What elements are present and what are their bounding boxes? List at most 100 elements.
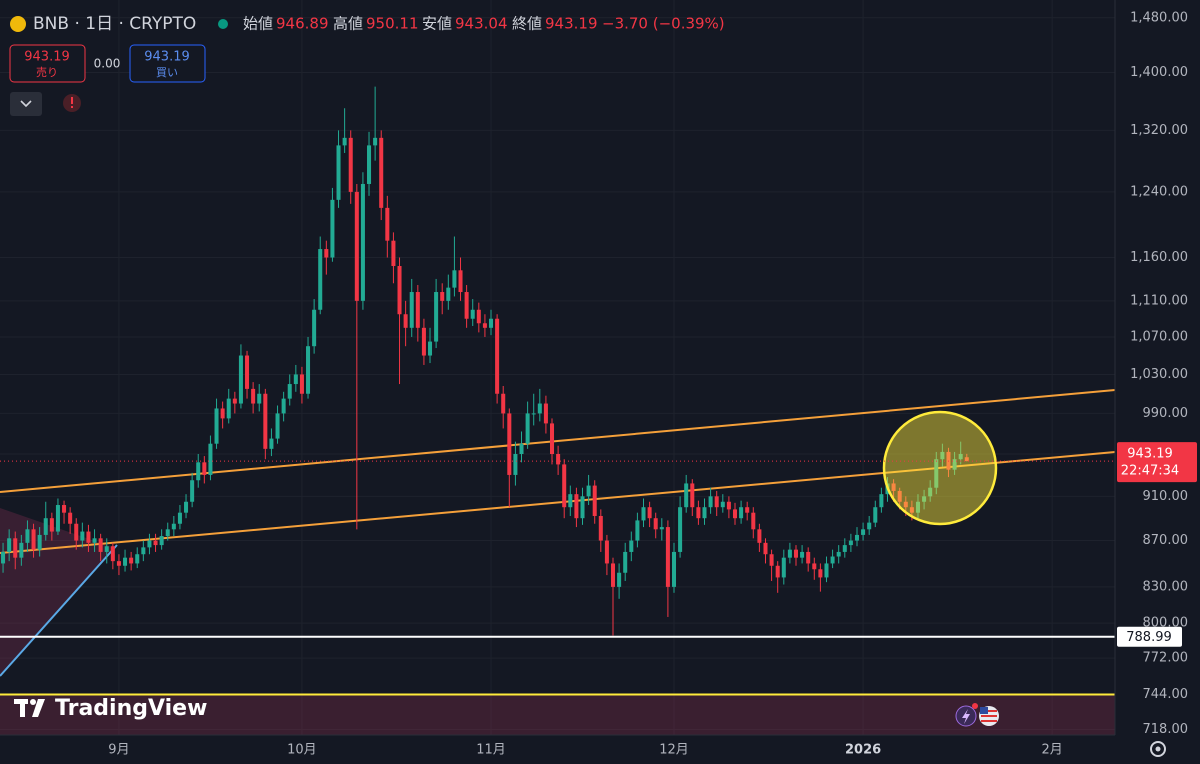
y-tick-label: 1,320.00 xyxy=(1130,123,1188,138)
legend-value: 950.11 xyxy=(366,15,419,33)
alert-icon[interactable] xyxy=(63,94,81,112)
candle-body xyxy=(848,540,853,546)
event-icons[interactable] xyxy=(955,703,999,727)
candle-body xyxy=(196,462,201,481)
sell-label[interactable]: 売り xyxy=(36,66,58,79)
candle-body xyxy=(141,547,146,555)
candle-body xyxy=(641,507,646,521)
candle-body xyxy=(775,565,780,578)
candle-body xyxy=(610,563,616,587)
x-tick-label: 2月 xyxy=(1042,743,1063,758)
buy-price[interactable]: 943.19 xyxy=(144,50,190,65)
candle-body xyxy=(385,207,390,241)
y-tick-label: 744.00 xyxy=(1143,687,1189,702)
candle-body xyxy=(482,323,487,328)
shaded-band xyxy=(0,694,1115,735)
candle-body xyxy=(592,485,597,516)
candle-body xyxy=(421,327,426,356)
flag-canton[interactable] xyxy=(980,707,988,714)
lightning-shape[interactable] xyxy=(962,709,970,724)
candle-body xyxy=(635,520,640,541)
alert-mark[interactable] xyxy=(71,97,73,104)
candle-body xyxy=(68,512,73,524)
candle-body xyxy=(934,459,939,488)
watermark: TradingView xyxy=(14,696,207,721)
candle-body xyxy=(769,554,774,566)
candle-body xyxy=(324,249,329,258)
candle-body xyxy=(129,557,134,564)
candle-body xyxy=(98,538,103,552)
logo-part xyxy=(30,699,36,705)
candles xyxy=(1,86,969,636)
candle-body xyxy=(671,551,677,587)
candle-body xyxy=(836,551,841,557)
candle-body xyxy=(495,318,500,394)
candle-body xyxy=(940,451,945,460)
chevron-icon[interactable] xyxy=(20,100,32,108)
buy-label[interactable]: 買い xyxy=(156,66,178,79)
collapse-button[interactable] xyxy=(10,92,42,116)
axes: 1,480.00 1,400.00 1,320.00 1,240.00 1,160.00… xyxy=(108,10,1197,758)
candle-body xyxy=(818,569,823,578)
candle-body xyxy=(574,494,579,519)
candle-body xyxy=(287,384,292,399)
candle-body xyxy=(275,413,280,439)
legend-label: 終値 xyxy=(512,15,542,33)
candle-body xyxy=(684,483,689,508)
flag-stripe[interactable] xyxy=(981,715,997,717)
candle-body xyxy=(647,507,652,519)
countdown: 22:47:34 xyxy=(1121,464,1179,479)
price-axis xyxy=(1115,0,1200,764)
candle-body xyxy=(184,501,189,513)
sell-button[interactable]: 943.19 売り xyxy=(9,44,86,83)
y-tick-label: 1,160.00 xyxy=(1130,250,1188,265)
y-tick-label: 870.00 xyxy=(1143,533,1189,548)
candle-body xyxy=(952,459,957,470)
candle-body xyxy=(964,457,969,462)
flag-stripe[interactable] xyxy=(981,710,997,712)
gear-icon[interactable] xyxy=(1150,741,1166,757)
gear-hub[interactable] xyxy=(1155,746,1161,752)
candle-body xyxy=(543,403,548,424)
candle-body xyxy=(367,145,372,184)
legend-value: 943.04 xyxy=(455,15,508,33)
price-label-box xyxy=(1117,442,1197,483)
candle-body xyxy=(879,494,884,508)
candle-body xyxy=(861,529,866,535)
flag-stripe[interactable] xyxy=(981,720,997,722)
candle-body xyxy=(476,309,481,324)
candle-body xyxy=(214,408,219,444)
candle-body xyxy=(110,546,115,562)
candle-body xyxy=(897,490,902,502)
candle-body xyxy=(787,549,792,558)
candle-body xyxy=(202,462,207,475)
candle-body xyxy=(348,137,353,192)
candle-body xyxy=(171,523,176,530)
settings-button[interactable] xyxy=(1150,741,1166,757)
sell-price[interactable]: 943.19 xyxy=(24,50,70,65)
candle-body xyxy=(7,538,12,552)
header: BNB · 1日 · CRYPTO 始値 946.89 高値 950.11 安値… xyxy=(10,14,725,34)
legend-value: 946.89 xyxy=(276,15,329,33)
y-tick-label: 772.00 xyxy=(1143,651,1189,666)
candle-body xyxy=(470,309,475,319)
collapse-box[interactable] xyxy=(10,92,42,116)
legend-label: 安値 xyxy=(422,15,452,33)
sell-box[interactable] xyxy=(9,44,86,83)
candle-body xyxy=(824,563,829,578)
alert-mark[interactable] xyxy=(71,106,73,108)
candle-body xyxy=(165,529,170,537)
notify-dot[interactable] xyxy=(972,703,978,709)
candle-body xyxy=(763,542,768,555)
buy-button[interactable]: 943.19 買い xyxy=(129,44,206,83)
candle-body xyxy=(49,518,54,532)
candle-body xyxy=(519,443,524,455)
x-tick-label: 10月 xyxy=(287,743,317,758)
candle-body xyxy=(458,270,463,293)
buy-box[interactable] xyxy=(129,44,206,83)
candle-body xyxy=(501,393,506,414)
candle-body xyxy=(653,518,658,530)
legend-label: 始値 xyxy=(243,15,273,33)
y-tick-label: 1,400.00 xyxy=(1130,65,1188,80)
